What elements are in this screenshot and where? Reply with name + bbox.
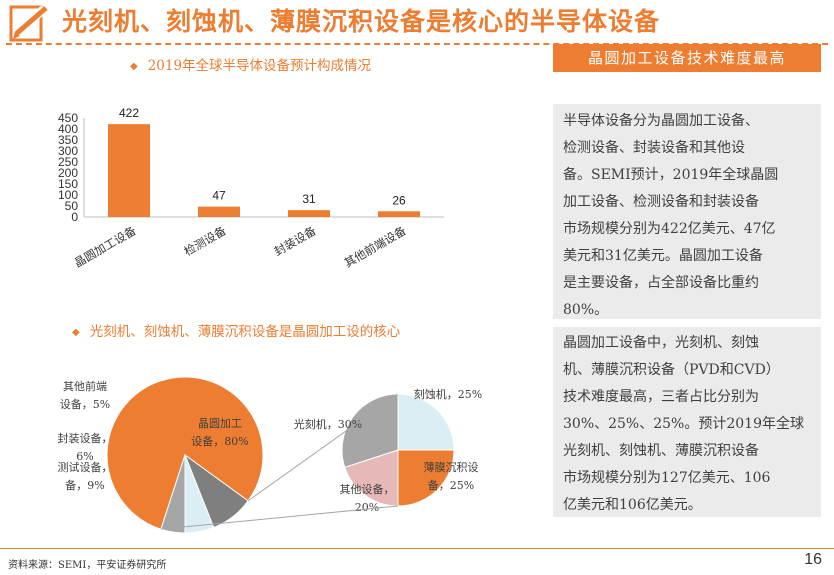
pie-slice-label: 设备，80% xyxy=(191,434,248,448)
pie-slice-label: 其他前端 xyxy=(63,379,107,393)
bar xyxy=(198,206,240,217)
pencil-notepad-icon xyxy=(9,5,48,42)
y-tick-label: 200 xyxy=(58,166,78,180)
pie-charts: 晶圆加工设备，80% 测试设备， 备，9% 封装设备， 6% 其他前端设备，5% 刻蚀机，2… xyxy=(58,376,482,534)
paragraph-2-line: 技术难度最高，三者占比分别为 xyxy=(563,389,759,405)
y-tick-label: 250 xyxy=(58,155,78,169)
paragraph-1-line: 半导体设备分为晶圆加工设备、 xyxy=(563,113,759,129)
page-number: 16 xyxy=(804,551,822,568)
page-title: 光刻机、刻蚀机、薄膜沉积设备是核心的半导体设备 xyxy=(62,7,661,36)
pie-slice-label: 其他设备， xyxy=(340,482,395,496)
pie-slice xyxy=(341,393,399,468)
pie-slice-label: 测试设备， xyxy=(58,460,113,474)
summary-paragraph-1: 半导体设备分为晶圆加工设备、 检测设备、封装设备和其他设备。SEMI预计，2019… xyxy=(553,104,821,319)
paragraph-2-line: 机、薄膜沉积设备（PVD和CVD） xyxy=(563,362,780,378)
pie-slice xyxy=(106,376,264,530)
bar-value-label: 47 xyxy=(212,189,226,203)
x-category-label: 晶圆加工设备 xyxy=(72,223,139,270)
paragraph-1-line: 80%。 xyxy=(563,302,609,318)
x-category-label: 检测设备 xyxy=(182,223,229,258)
paragraph-2-line: 光刻机、刻蚀机、薄膜沉积设备 xyxy=(563,443,759,459)
pie-section-heading: ◆ 光刻机、刻蚀机、薄膜沉积设备是晶圆加工设的核心 xyxy=(72,320,400,340)
paragraph-1-line: 美元和31亿美元。晶圆加工设备 xyxy=(563,248,763,264)
y-tick-label: 400 xyxy=(58,122,78,136)
bar xyxy=(288,210,330,217)
paragraph-1-line: 加工设备、检测设备和封装设备 xyxy=(563,194,759,210)
pie-slice-label: 刻蚀机，25% xyxy=(414,387,482,401)
y-tick-label: 450 xyxy=(58,111,78,125)
pie-slice-label: 20% xyxy=(355,501,379,514)
y-tick-label: 350 xyxy=(58,133,78,147)
pie-slice-label: 光刻机，30% xyxy=(294,417,362,431)
y-tick-label: 50 xyxy=(65,199,79,213)
pie-slice-label: 封装设备， xyxy=(58,431,113,445)
pie-slice-label: 备，9% xyxy=(65,478,104,492)
pie-slice xyxy=(397,393,455,451)
source-note: 资料来源：SEMI，平安证券研究所 xyxy=(8,560,167,571)
paragraph-1-line: 市场规模分别为422亿美元、47亿 xyxy=(563,221,776,237)
bar-section-title: 2019年全球半导体设备预计构成情况 xyxy=(147,58,372,74)
bar-section-heading: ◆ 2019年全球半导体设备预计构成情况 xyxy=(130,54,371,74)
pie-connector-line xyxy=(160,505,399,530)
footer-divider xyxy=(0,548,834,549)
paragraph-1-line: 检测设备、封装设备和其他设 xyxy=(563,140,745,156)
bar-value-label: 26 xyxy=(392,193,406,207)
right-panel-header: 晶圆加工设备技术难度最高 xyxy=(553,44,821,72)
pie-slice-label: 6% xyxy=(76,450,93,463)
diamond-bullet-icon: ◆ xyxy=(130,61,138,72)
paragraph-2-line: 亿美元和106亿美元。 xyxy=(563,497,702,513)
paragraph-1-line: 备。SEMI预计，2019年全球晶圆 xyxy=(563,167,779,183)
pie-slice-label: 备，25% xyxy=(428,478,474,492)
bar xyxy=(378,211,420,217)
diamond-bullet-icon: ◆ xyxy=(72,327,80,338)
pie-section-title: 光刻机、刻蚀机、薄膜沉积设备是晶圆加工设的核心 xyxy=(89,324,401,340)
pie-slice-label: 薄膜沉积设 xyxy=(424,460,479,474)
title-divider xyxy=(6,43,828,45)
pie-slice-label: 晶圆加工 xyxy=(198,417,242,430)
bar-value-label: 422 xyxy=(119,106,139,120)
y-tick-label: 150 xyxy=(58,177,78,191)
pie-connector-line xyxy=(247,393,399,502)
summary-paragraph-2: 晶圆加工设备中，光刻机、刻蚀机、薄膜沉积设备（PVD和CVD） 技术难度最高，三者… xyxy=(553,327,821,517)
pie-slice xyxy=(344,449,399,507)
bar xyxy=(108,124,150,217)
bar-value-label: 31 xyxy=(302,192,316,206)
paragraph-2-line: 市场规模分别为127亿美元、106 xyxy=(563,470,771,486)
paragraph-2-line: 晶圆加工设备中，光刻机、刻蚀 xyxy=(563,335,759,351)
y-tick-label: 100 xyxy=(58,188,78,202)
y-tick-label: 0 xyxy=(71,210,78,224)
paragraph-2-line: 30%、25%、25%。预计2019年全球 xyxy=(563,416,804,432)
pie-slice xyxy=(397,449,455,507)
x-category-label: 其他前端设备 xyxy=(342,223,409,270)
pie-slice-label: 设备，5% xyxy=(60,397,110,411)
x-category-label: 封装设备 xyxy=(272,223,319,258)
paragraph-1-line: 是主要设备，占全部设备比重约 xyxy=(563,275,759,291)
y-tick-label: 300 xyxy=(58,144,78,158)
